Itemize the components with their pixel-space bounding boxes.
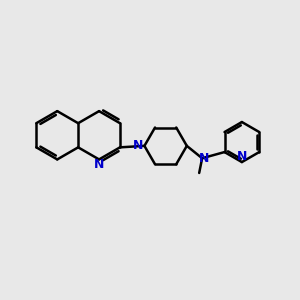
Text: N: N: [198, 152, 209, 165]
Text: N: N: [237, 150, 247, 163]
Text: N: N: [133, 140, 143, 152]
Text: N: N: [94, 158, 104, 171]
